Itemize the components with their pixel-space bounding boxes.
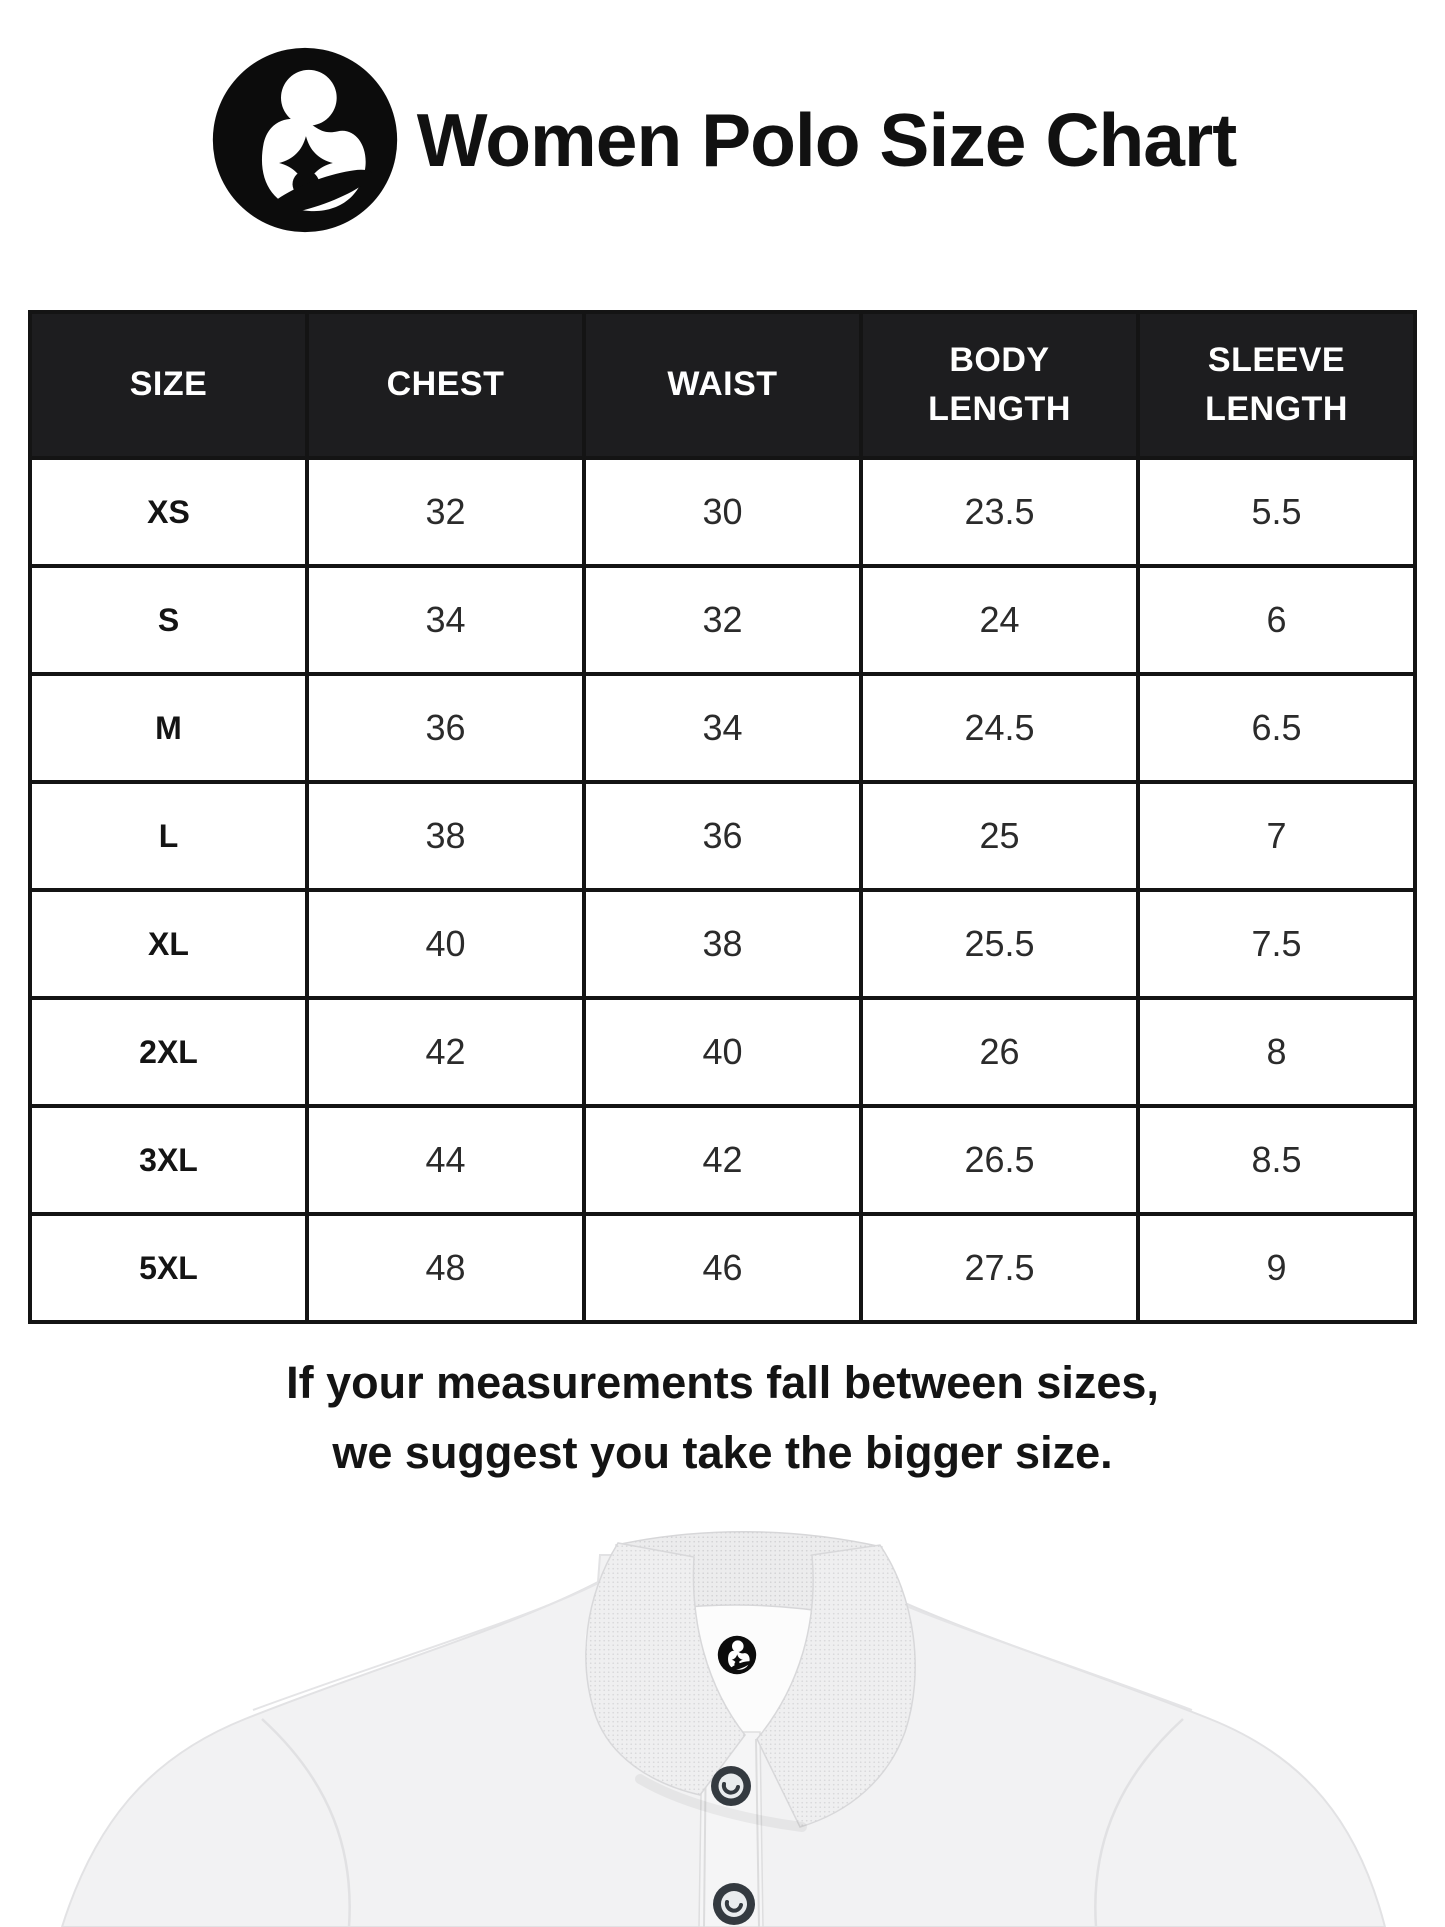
table-row: 3XL 44 42 26.5 8.5	[28, 1104, 1417, 1216]
table-row: S 34 32 24 6	[28, 564, 1417, 676]
value-cell: 6.5	[1136, 672, 1417, 784]
value-cell: 44	[305, 1104, 586, 1216]
value-cell: 8.5	[1136, 1104, 1417, 1216]
value-cell: 38	[305, 780, 586, 892]
page-title: Women Polo Size Chart	[416, 98, 1237, 182]
value-cell: 42	[305, 996, 586, 1108]
sizing-note-line2: we suggest you take the bigger size.	[332, 1426, 1113, 1478]
value-cell: 6	[1136, 564, 1417, 676]
column-header-waist: WAIST	[582, 310, 863, 460]
value-cell: 34	[305, 564, 586, 676]
brand-header: Women Polo Size Chart	[0, 44, 1445, 236]
size-cell: 2XL	[28, 996, 309, 1108]
size-cell: 5XL	[28, 1212, 309, 1324]
column-header-body-length: BODY LENGTH	[859, 310, 1140, 460]
value-cell: 8	[1136, 996, 1417, 1108]
size-cell: L	[28, 780, 309, 892]
table-row: XL 40 38 25.5 7.5	[28, 888, 1417, 1000]
value-cell: 46	[582, 1212, 863, 1324]
size-cell: 3XL	[28, 1104, 309, 1216]
value-cell: 7.5	[1136, 888, 1417, 1000]
column-header-sleeve-length: SLEEVE LENGTH	[1136, 310, 1417, 460]
value-cell: 5.5	[1136, 456, 1417, 568]
value-cell: 48	[305, 1212, 586, 1324]
size-cell: M	[28, 672, 309, 784]
table-row: XS 32 30 23.5 5.5	[28, 456, 1417, 568]
value-cell: 42	[582, 1104, 863, 1216]
polo-button-bottom	[713, 1883, 755, 1925]
size-table: SIZE CHEST WAIST BODY LENGTH SLEEVE LENG…	[28, 310, 1417, 1324]
value-cell: 32	[582, 564, 863, 676]
polo-shirt-image	[0, 1527, 1445, 1927]
table-row: 2XL 42 40 26 8	[28, 996, 1417, 1108]
value-cell: 40	[305, 888, 586, 1000]
column-header-size: SIZE	[28, 310, 309, 460]
value-cell: 26	[859, 996, 1140, 1108]
value-cell: 36	[582, 780, 863, 892]
size-cell: XL	[28, 888, 309, 1000]
polo-button-top	[711, 1766, 751, 1806]
polo-shirt-illustration	[60, 1530, 1387, 1927]
value-cell: 25.5	[859, 888, 1140, 1000]
table-row: 5XL 48 46 27.5 9	[28, 1212, 1417, 1324]
value-cell: 25	[859, 780, 1140, 892]
neck-label-logo-icon	[717, 1635, 757, 1675]
table-row: L 38 36 25 7	[28, 780, 1417, 892]
value-cell: 32	[305, 456, 586, 568]
size-table-body: XS 32 30 23.5 5.5 S 34 32 24 6 M 36 34 24.5 6.5 L 38 36 25…	[28, 456, 1417, 1324]
mother-baby-logo-icon	[212, 47, 397, 233]
value-cell: 40	[582, 996, 863, 1108]
value-cell: 9	[1136, 1212, 1417, 1324]
value-cell: 26.5	[859, 1104, 1140, 1216]
value-cell: 27.5	[859, 1212, 1140, 1324]
column-header-chest: CHEST	[305, 310, 586, 460]
value-cell: 38	[582, 888, 863, 1000]
value-cell: 24	[859, 564, 1140, 676]
size-cell: XS	[28, 456, 309, 568]
value-cell: 30	[582, 456, 863, 568]
value-cell: 24.5	[859, 672, 1140, 784]
sizing-note-line1: If your measurements fall between sizes,	[286, 1357, 1159, 1408]
value-cell: 36	[305, 672, 586, 784]
value-cell: 34	[582, 672, 863, 784]
table-header-row: SIZE CHEST WAIST BODY LENGTH SLEEVE LENG…	[28, 310, 1417, 460]
size-cell: S	[28, 564, 309, 676]
table-row: M 36 34 24.5 6.5	[28, 672, 1417, 784]
value-cell: 7	[1136, 780, 1417, 892]
sizing-note: If your measurements fall between sizes,…	[0, 1348, 1445, 1488]
value-cell: 23.5	[859, 456, 1140, 568]
